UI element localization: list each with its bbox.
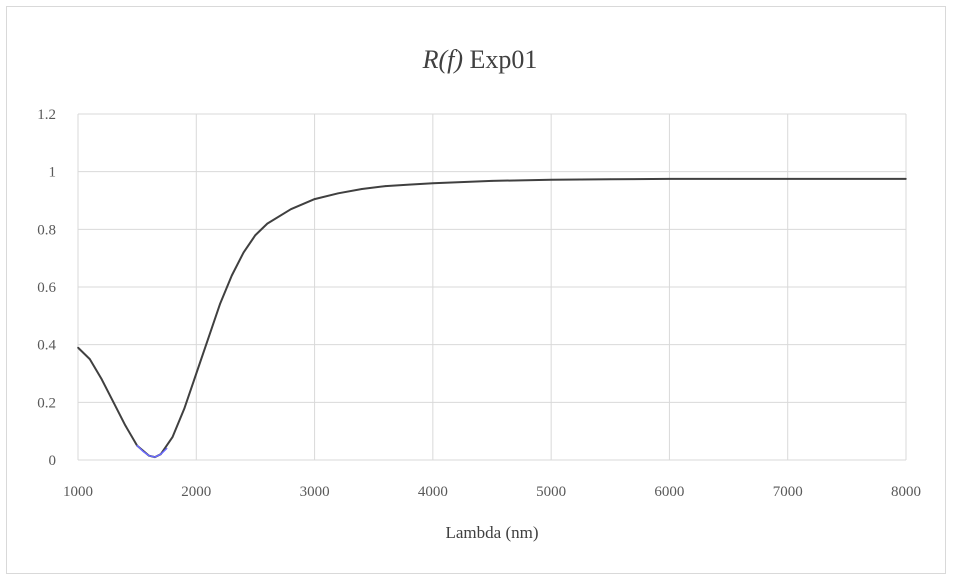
y-tick-label: 0.4: [37, 338, 56, 354]
grid-lines: [77, 113, 907, 461]
data-point: [846, 178, 848, 180]
data-point: [384, 185, 387, 187]
data-point: [124, 424, 127, 427]
data-point: [195, 372, 198, 375]
data-point: [668, 178, 671, 180]
y-tick-label: 0: [49, 453, 57, 469]
chart-title-italic: R(f): [422, 45, 463, 74]
data-point: [219, 303, 221, 306]
data-point: [408, 183, 411, 186]
x-tick-label: 4000: [418, 484, 448, 500]
data-point: [207, 338, 209, 340]
data-point: [491, 180, 493, 182]
data-point: [550, 178, 552, 181]
data-point: [112, 401, 115, 404]
minimum-highlight-line: [136, 444, 168, 458]
data-point: [266, 222, 269, 225]
data-point: [183, 407, 186, 409]
data-point: [171, 436, 174, 438]
data-point: [77, 346, 79, 349]
data-point: [254, 234, 257, 236]
chart-title: R(f) Exp01: [422, 45, 538, 74]
x-tick-label: 1000: [63, 484, 93, 500]
series-line: [77, 177, 906, 459]
y-tick-labels: 0 0.2 0.4 0.6 0.8 1 1.2: [37, 107, 56, 469]
y-tick-label: 1.2: [37, 107, 56, 123]
chart-title-rest: Exp01: [463, 45, 537, 74]
data-point: [337, 192, 340, 195]
data-point: [290, 208, 292, 210]
x-tick-label: 6000: [654, 484, 684, 500]
x-tick-label: 2000: [181, 484, 211, 500]
data-point: [361, 188, 363, 190]
data-point: [727, 178, 730, 180]
data-point: [100, 378, 103, 381]
data-point: [432, 182, 434, 184]
data-point: [242, 251, 245, 254]
x-tick-label: 5000: [536, 484, 566, 500]
y-tick-label: 0.8: [37, 222, 56, 238]
data-point: [786, 178, 789, 180]
x-tick-label: 3000: [300, 484, 330, 500]
y-tick-label: 0.6: [37, 280, 56, 296]
x-axis-label: Lambda (nm): [446, 523, 539, 542]
y-tick-label: 0.2: [37, 395, 56, 411]
x-tick-labels: 1000 2000 3000 4000 5000 6000 7000 8000: [63, 484, 921, 500]
data-point: [609, 178, 612, 180]
data-point: [89, 358, 91, 360]
series-layer: [77, 177, 907, 459]
chart-frame: [6, 6, 946, 574]
data-point: [313, 198, 316, 200]
y-tick-label: 1: [49, 165, 57, 181]
data-point: [230, 274, 233, 277]
data-point: [905, 178, 907, 180]
x-tick-label: 7000: [773, 484, 803, 500]
x-tick-label: 8000: [891, 484, 921, 500]
